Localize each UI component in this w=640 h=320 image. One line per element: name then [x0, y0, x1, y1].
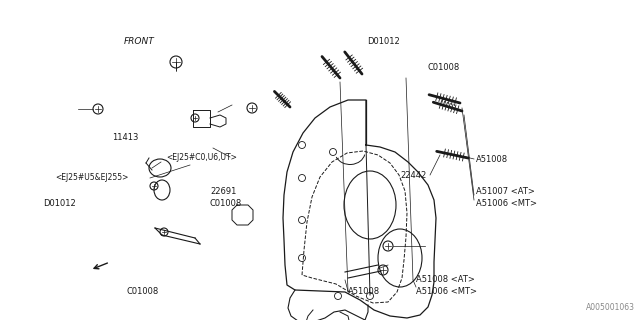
- Text: D01012: D01012: [43, 198, 76, 207]
- Text: D01012: D01012: [367, 37, 399, 46]
- Text: <EJ25#U5&EJ255>: <EJ25#U5&EJ255>: [55, 173, 129, 182]
- Text: A51006 <MT>: A51006 <MT>: [476, 198, 537, 207]
- Text: <EJ25#C0,U6,UT>: <EJ25#C0,U6,UT>: [166, 153, 237, 162]
- Text: A51006 <MT>: A51006 <MT>: [416, 286, 477, 295]
- Text: 11413: 11413: [112, 133, 138, 142]
- Text: A51008: A51008: [348, 286, 380, 295]
- Text: A51008 <AT>: A51008 <AT>: [416, 276, 475, 284]
- Text: FRONT: FRONT: [124, 37, 155, 46]
- Text: A51008: A51008: [476, 155, 508, 164]
- Text: 22442: 22442: [400, 171, 426, 180]
- Text: A51007 <AT>: A51007 <AT>: [476, 188, 535, 196]
- Text: C01008: C01008: [427, 63, 460, 73]
- Text: C01008: C01008: [127, 286, 159, 295]
- Text: 22691: 22691: [210, 188, 236, 196]
- Text: A005001063: A005001063: [586, 303, 635, 312]
- Text: C01008: C01008: [210, 198, 243, 207]
